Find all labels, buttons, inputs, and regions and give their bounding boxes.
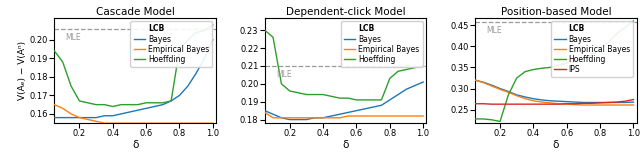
Text: MLE: MLE [66, 33, 81, 42]
Legend: LCB, Bayes, Empirical Bayes, Hoeffding, IPS: LCB, Bayes, Empirical Bayes, Hoeffding, … [551, 21, 633, 77]
X-axis label: δ: δ [342, 140, 349, 150]
Title: Dependent-click Model: Dependent-click Model [286, 7, 405, 17]
Legend: LCB, Bayes, Empirical Bayes, Hoeffding: LCB, Bayes, Empirical Bayes, Hoeffding [340, 21, 422, 67]
X-axis label: δ: δ [132, 140, 138, 150]
Text: MLE: MLE [486, 26, 502, 35]
Title: Cascade Model: Cascade Model [96, 7, 175, 17]
Title: Position-based Model: Position-based Model [500, 7, 611, 17]
Text: MLE: MLE [276, 70, 292, 79]
X-axis label: δ: δ [553, 140, 559, 150]
Legend: LCB, Bayes, Empirical Bayes, Hoeffding: LCB, Bayes, Empirical Bayes, Hoeffding [131, 21, 212, 67]
Y-axis label: V(Aₑ) − V(Aⁿ): V(Aₑ) − V(Aⁿ) [18, 41, 27, 100]
